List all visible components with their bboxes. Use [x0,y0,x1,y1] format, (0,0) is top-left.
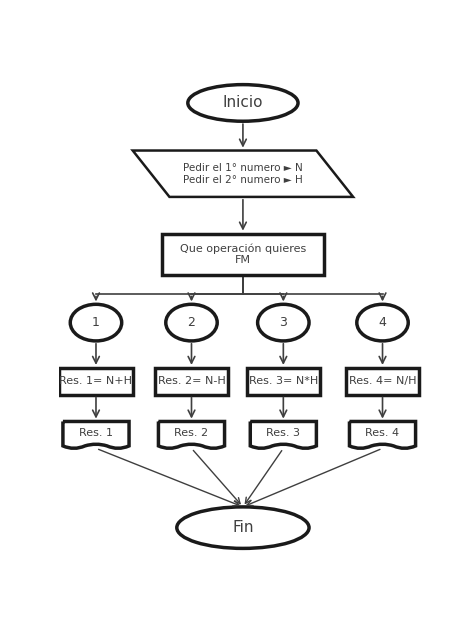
Text: Res. 3: Res. 3 [266,428,301,437]
Text: 4: 4 [379,316,386,329]
Text: Res. 1= N+H: Res. 1= N+H [59,376,133,386]
Text: Res. 3= N*H: Res. 3= N*H [249,376,318,386]
Text: 3: 3 [279,316,287,329]
Text: Inicio: Inicio [223,96,263,110]
Text: Res. 2: Res. 2 [174,428,209,437]
Text: Pedir el 1° numero ► N
Pedir el 2° numero ► H: Pedir el 1° numero ► N Pedir el 2° numer… [183,163,303,184]
Text: Res. 1: Res. 1 [79,428,113,437]
Text: 1: 1 [92,316,100,329]
Text: Fin: Fin [232,520,254,535]
Text: Que operación quieres
FM: Que operación quieres FM [180,243,306,265]
Text: Res. 4: Res. 4 [365,428,400,437]
Text: Res. 2= N-H: Res. 2= N-H [158,376,225,386]
Text: Res. 4= N/H: Res. 4= N/H [349,376,416,386]
Text: 2: 2 [188,316,195,329]
